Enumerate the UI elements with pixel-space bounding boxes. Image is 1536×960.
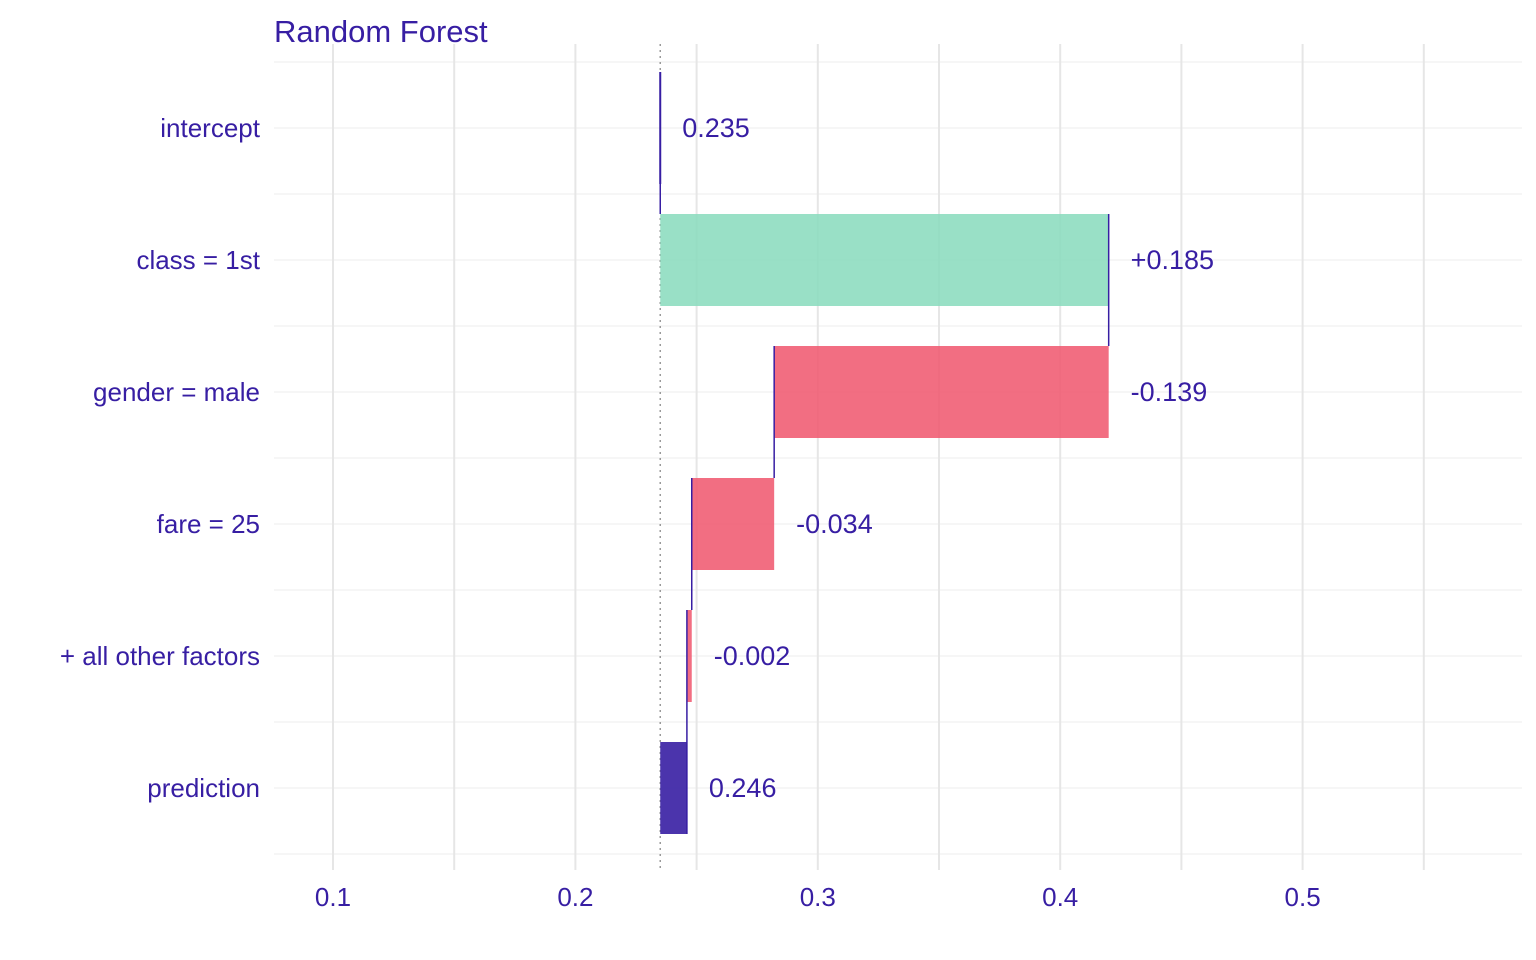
data-label-class-1st: +0.185 bbox=[1131, 245, 1214, 275]
x-tick-label: 0.1 bbox=[315, 882, 351, 912]
bar-class-1st bbox=[660, 214, 1109, 306]
bar-gender-male bbox=[774, 346, 1109, 438]
category-label-class-1st: class = 1st bbox=[136, 245, 260, 275]
x-tick-label: 0.4 bbox=[1042, 882, 1078, 912]
data-label-gender-male: -0.139 bbox=[1131, 377, 1208, 407]
x-tick-label: 0.3 bbox=[800, 882, 836, 912]
data-label-fare-25: -0.034 bbox=[796, 509, 873, 539]
category-label-prediction: prediction bbox=[147, 773, 260, 803]
category-label-gender-male: gender = male bbox=[93, 377, 260, 407]
x-tick-label: 0.5 bbox=[1285, 882, 1321, 912]
category-label-all-other-factors: + all other factors bbox=[60, 641, 260, 671]
connectors-layer bbox=[659, 174, 1110, 834]
grid-lines bbox=[274, 44, 1522, 870]
category-labels-layer: intercept class = 1st gender = male fare = … bbox=[60, 113, 261, 803]
bar-prediction bbox=[660, 742, 687, 834]
bars-layer bbox=[659, 72, 1110, 834]
x-axis-tick-labels: 0.1 0.2 0.3 0.4 0.5 bbox=[315, 882, 1321, 912]
data-label-intercept: 0.235 bbox=[682, 113, 750, 143]
category-label-intercept: intercept bbox=[160, 113, 260, 143]
x-tick-label: 0.2 bbox=[557, 882, 593, 912]
data-label-all-other-factors: -0.002 bbox=[714, 641, 791, 671]
bar-all-other-factors bbox=[686, 610, 692, 702]
bar-fare-25 bbox=[691, 478, 775, 570]
data-label-prediction: 0.246 bbox=[709, 773, 777, 803]
category-label-fare-25: fare = 25 bbox=[157, 509, 260, 539]
data-labels-layer: 0.235 +0.185 -0.139 -0.034 -0.002 0.246 bbox=[682, 113, 1214, 803]
chart-title: Random Forest bbox=[274, 14, 488, 49]
